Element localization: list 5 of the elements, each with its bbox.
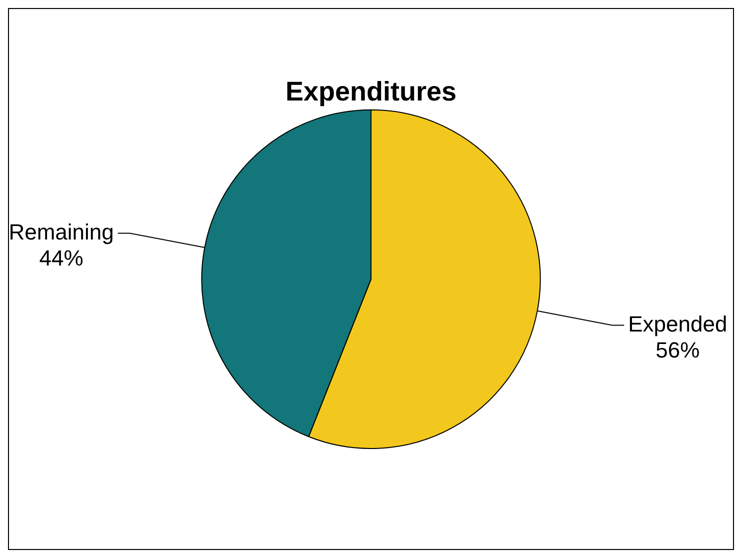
data-label: 56% — [656, 337, 700, 362]
data-label: 44% — [39, 245, 84, 270]
chart-title: Expenditures — [285, 76, 457, 107]
slice-label: Remaining — [8, 219, 114, 244]
slice-label: Expended — [628, 311, 728, 336]
